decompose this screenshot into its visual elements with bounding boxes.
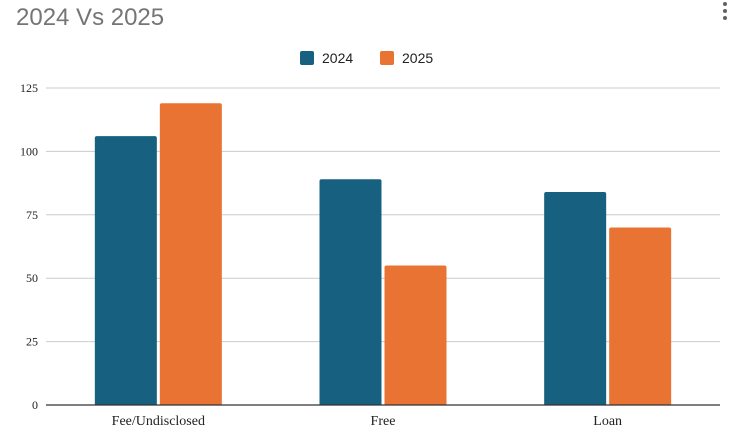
bar-2024-free[interactable]: [319, 179, 382, 405]
x-tick-label-fee-undisclosed: Fee/Undisclosed: [112, 414, 205, 429]
more-vert-icon[interactable]: [720, 2, 730, 20]
x-tick-label-loan: Loan: [593, 414, 622, 429]
x-axis-labels: Fee/Undisclosed Free Loan: [112, 414, 622, 429]
legend-label-2024: 2024: [322, 50, 353, 66]
y-tick-label-50: 50: [26, 271, 38, 285]
legend: 2024 2025: [300, 50, 433, 66]
bar-2025-free[interactable]: [384, 265, 447, 405]
bar-2024-fee-undisclosed[interactable]: [94, 136, 157, 405]
gridlines: [46, 87, 720, 343]
bar-2025-loan[interactable]: [609, 227, 672, 405]
y-tick-label-75: 75: [26, 208, 38, 222]
x-tick-label-free: Free: [371, 414, 396, 429]
bar-2024-loan[interactable]: [544, 191, 607, 405]
chart-title: 2024 Vs 2025: [16, 4, 165, 31]
y-tick-label-100: 100: [20, 144, 38, 158]
legend-label-2025: 2025: [402, 50, 433, 66]
legend-swatch-2025: [380, 51, 394, 65]
y-tick-label-0: 0: [32, 398, 38, 412]
y-axis-ticks: 0 25 50 75 100 125: [20, 81, 38, 412]
bar-2025-fee-undisclosed[interactable]: [159, 103, 222, 405]
legend-swatch-2024: [300, 51, 314, 65]
y-tick-label-125: 125: [20, 81, 38, 95]
y-tick-label-25: 25: [26, 335, 38, 349]
bars: [94, 103, 672, 405]
